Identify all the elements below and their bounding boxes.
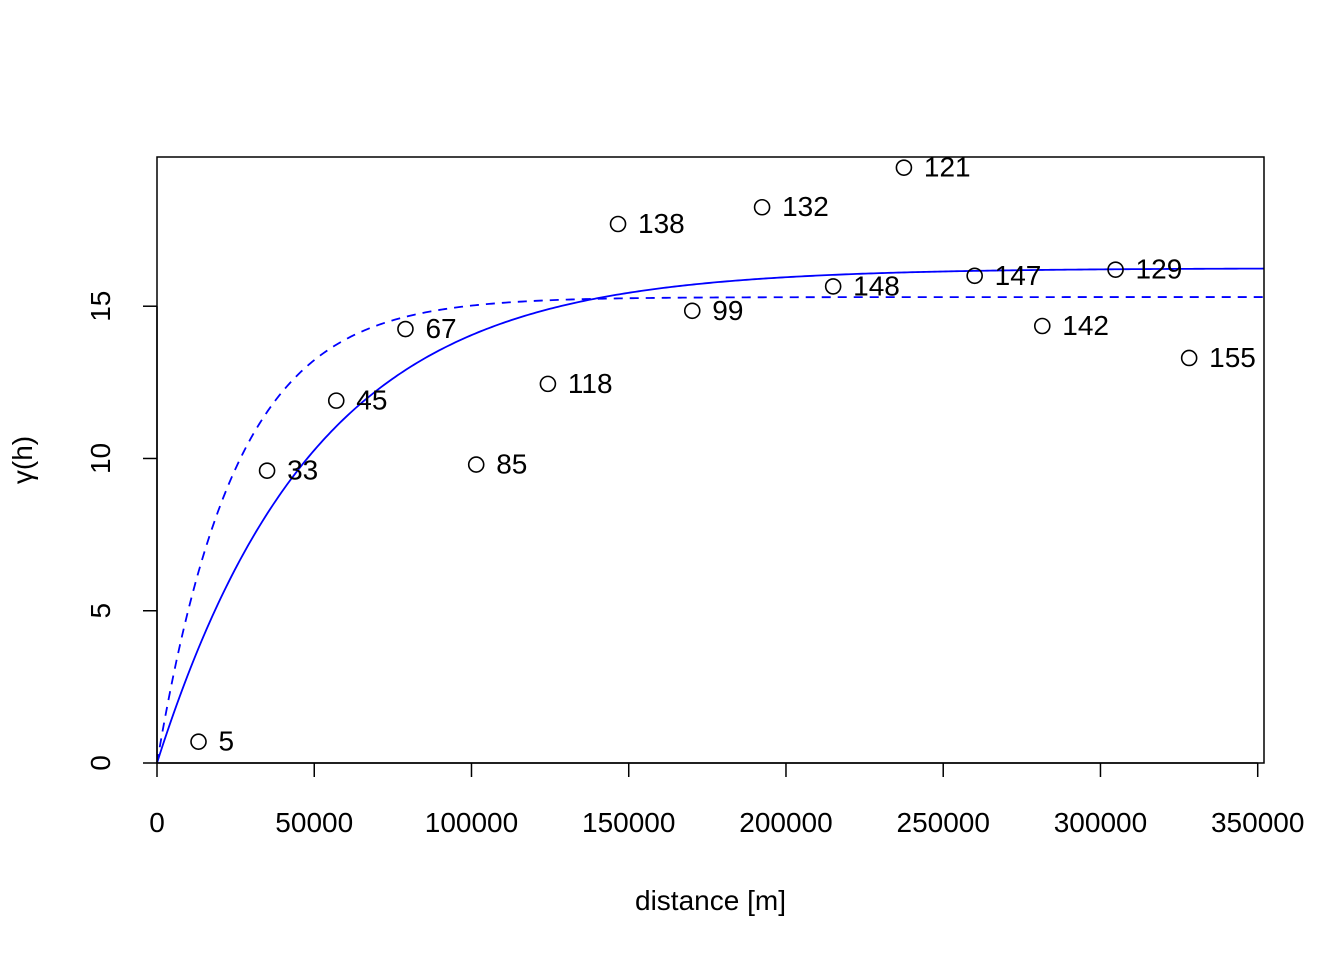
y-tick-label: 10 (85, 443, 116, 474)
y-axis: 0 5 10 15 (85, 291, 158, 771)
data-point (1180, 349, 1198, 367)
x-tick-label: 250000 (897, 807, 990, 838)
x-axis-label: distance [m] (635, 885, 786, 916)
data-point (397, 320, 414, 338)
point-count-label: 138 (638, 208, 685, 239)
data-point (609, 215, 627, 233)
solid-model-curve (156, 267, 1265, 764)
point-count-label: 5 (219, 726, 235, 757)
x-tick-label: 350000 (1211, 807, 1304, 838)
x-tick-label: 100000 (425, 807, 518, 838)
plot-frame (156, 156, 1265, 764)
point-count-label: 99 (712, 295, 743, 326)
y-tick-label: 15 (85, 291, 116, 322)
point-count-label: 142 (1062, 310, 1109, 341)
data-point (824, 278, 842, 295)
point-count-label: 147 (995, 260, 1042, 291)
data-point (683, 302, 701, 320)
point-count-label: 148 (853, 270, 900, 301)
y-tick-label: 5 (85, 603, 116, 619)
data-point (467, 456, 485, 473)
data-point (753, 198, 771, 216)
y-axis-label: γ(h) (7, 436, 38, 484)
point-count-label: 85 (496, 449, 527, 480)
point-count-label: 132 (782, 191, 829, 222)
point-count-label: 45 (356, 385, 387, 416)
x-tick-label: 300000 (1054, 807, 1147, 838)
y-tick-label: 0 (85, 755, 116, 771)
x-tick-label: 50000 (275, 807, 353, 838)
point-count-label: 33 (287, 455, 318, 486)
point-count-label: 155 (1209, 342, 1256, 373)
data-point (1033, 317, 1051, 335)
x-tick-label: 0 (149, 807, 165, 838)
data-point (190, 733, 207, 750)
point-count-label: 67 (425, 313, 456, 344)
dashed-model-curve (156, 296, 1264, 764)
data-point (1107, 261, 1124, 278)
point-count-label: 118 (568, 368, 613, 399)
x-tick-label: 150000 (582, 807, 675, 838)
data-point (895, 159, 913, 176)
data-point (539, 375, 557, 393)
data-point (258, 462, 276, 479)
x-axis: 0 50000 100000 150000 200000 250000 300000 3500… (149, 762, 1304, 838)
model-curves (156, 267, 1265, 764)
data-point (966, 267, 983, 285)
data-point (327, 392, 345, 409)
point-count-label: 129 (1136, 254, 1183, 285)
x-tick-label: 200000 (739, 807, 832, 838)
